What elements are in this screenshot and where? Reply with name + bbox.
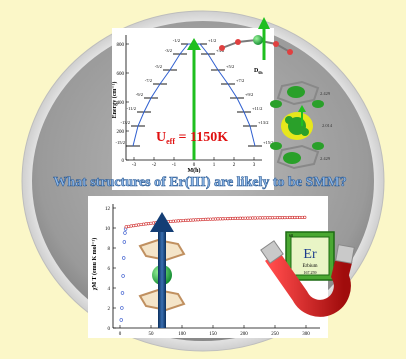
chit-y-tick-label: 2 [108, 307, 111, 312]
chit-point [120, 291, 125, 295]
inset-molecule [138, 212, 186, 328]
energy-x-tick-label: -1 [172, 163, 177, 168]
chit-x-tick-label: 100 [178, 332, 186, 337]
level-label-right: +13/2 [258, 120, 269, 125]
energy-x-tick-label: -3 [132, 163, 137, 168]
chit-point [123, 231, 127, 235]
chit-point [129, 224, 133, 228]
chit-point [127, 224, 131, 229]
level-label-left: -9/2 [136, 92, 143, 97]
level-label-left: -7/2 [145, 78, 152, 83]
sandwich-molecule: 2.429 2.014 2.429 [270, 80, 333, 170]
chit-y-tick-label: 8 [108, 247, 111, 252]
chit-point [141, 222, 146, 226]
chit-point [120, 306, 124, 310]
energy-x-tick-label: 1 [213, 163, 216, 168]
horseshoe-magnet-icon [260, 240, 355, 317]
chit-point [122, 240, 127, 244]
chit-point [139, 222, 143, 227]
energy-y-label: Energy (cm⁻¹) [111, 82, 118, 119]
energy-y-tick-label: 0 [122, 159, 125, 164]
distance-2: 2.014 [322, 123, 333, 128]
energy-ticks: 0 200 400 600 800 -3 -2 -1 0 1 2 3 [117, 43, 256, 168]
level-label-right: +15/2 [263, 140, 274, 145]
chit-y-tick-label: 4 [108, 287, 111, 292]
level-label-left: -15/2 [116, 140, 126, 145]
relaxation-path-right [199, 43, 256, 147]
molecule-top-right: D6h [219, 17, 293, 75]
energy-y-tick-label: 600 [117, 72, 125, 77]
element-mass: 167.259 [304, 270, 317, 275]
energy-x-tick-label: -2 [152, 163, 157, 168]
chit-x-tick-label: 0 [119, 332, 122, 337]
chit-x-tick-label: 300 [302, 332, 310, 337]
chit-y-tick-label: 0 [108, 327, 111, 332]
level-label-left: -1/2 [173, 38, 180, 43]
level-label-right: +11/2 [252, 106, 262, 111]
density-arrowhead-icon [298, 105, 306, 112]
energy-y-tick-label: 400 [117, 101, 125, 106]
relaxation-path-left [132, 43, 189, 147]
chit-point [303, 215, 307, 220]
chit-point [124, 225, 128, 229]
chit-point [119, 318, 123, 322]
level-label-right: +7/2 [236, 78, 244, 83]
chit-x-tick-label: 50 [149, 332, 155, 337]
element-tile-inner [290, 236, 330, 276]
element-symbol: Er [303, 247, 317, 262]
level-label-left: -5/2 [155, 64, 162, 69]
symmetry-label: D6h [254, 68, 263, 75]
element-name: Erbium [303, 264, 318, 269]
level-label-right: +3/2 [216, 48, 224, 53]
banner-question: What structures of Er(III) are likely to… [53, 175, 346, 190]
distance-3: 2.429 [320, 156, 331, 161]
energy-x-tick-label: 2 [233, 163, 236, 168]
energy-plot: 0 200 400 600 800 -3 -2 -1 0 1 2 3 Energy (cm⁻¹) M(… [111, 28, 274, 190]
level-label-left: -3/2 [165, 48, 172, 53]
chit-point [122, 256, 126, 260]
energy-x-tick-label: 3 [253, 163, 256, 168]
chit-y-label: χM T (emu K mol⁻¹) [91, 238, 98, 292]
anisotropy-arrowhead-icon [258, 17, 270, 29]
energy-y-tick-label: 200 [117, 130, 125, 135]
level-label-left: -13/2 [121, 120, 131, 125]
chit-point [121, 274, 125, 278]
blue-arrow-shaft [158, 228, 166, 328]
blue-arrowhead-icon [150, 212, 174, 232]
chit-point [137, 223, 141, 227]
level-label-left: -11/2 [127, 106, 136, 111]
chit-y-tick-label: 10 [105, 227, 111, 232]
energy-y-tick-label: 800 [117, 43, 125, 48]
level-label-right: +9/2 [245, 92, 253, 97]
chit-point [134, 223, 138, 227]
chit-x-tick-label: 200 [240, 332, 248, 337]
element-tile: 68 Er Erbium 167.259 [285, 231, 335, 281]
level-label-right: +1/2 [208, 38, 216, 43]
energy-x-label: M(ħ) [188, 167, 201, 174]
energy-green-arrowhead-icon [187, 38, 201, 50]
chit-y-tick-label: 12 [105, 207, 111, 212]
ueff-label: Ueff = 1150K [156, 130, 228, 146]
chit-y-tick-label: 6 [108, 267, 111, 272]
chit-point [132, 224, 136, 228]
chit-x-tick-label: 250 [271, 332, 279, 337]
energy-x-tick-label: 0 [193, 163, 196, 168]
atomic-number: 68 [289, 233, 293, 238]
er-atom-small [253, 35, 263, 45]
distance-1: 2.429 [320, 91, 331, 96]
chit-x-tick-label: 150 [209, 332, 217, 337]
level-label-right: +5/2 [226, 64, 234, 69]
energy-levels: -1/2 +1/2 -3/2 +3/2 -5/2 +5/2 -7/2 +7/2 -9/2 +9/2… [116, 38, 274, 147]
